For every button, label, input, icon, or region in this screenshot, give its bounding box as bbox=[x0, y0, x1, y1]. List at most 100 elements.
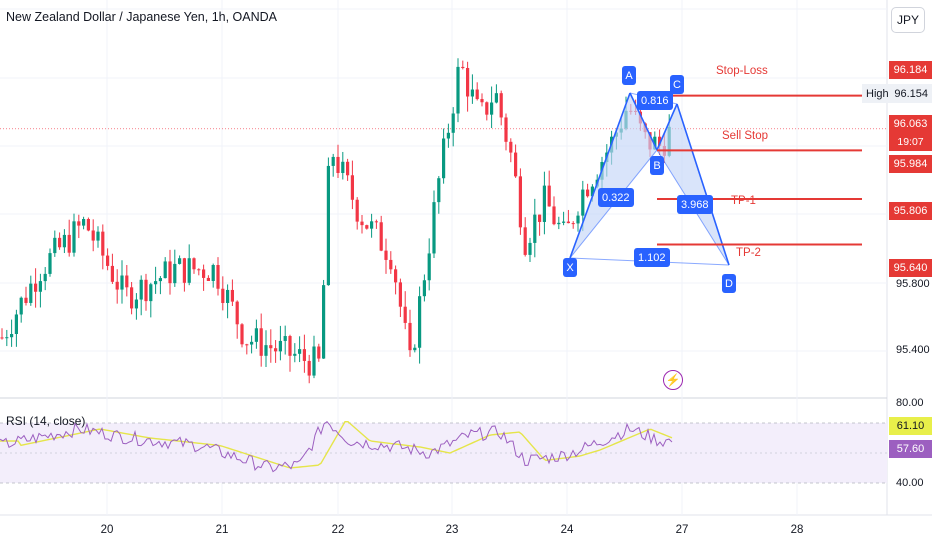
harmonic-pattern[interactable] bbox=[569, 92, 730, 266]
stop-loss-annotation[interactable]: Stop-Loss bbox=[716, 65, 768, 77]
sell-stop-annotation[interactable]: Sell Stop bbox=[722, 130, 769, 142]
candle-body bbox=[389, 259, 393, 270]
candle-body bbox=[235, 301, 239, 325]
candle-body bbox=[254, 328, 258, 342]
time-tick: 27 bbox=[675, 524, 689, 536]
rsi-band bbox=[0, 423, 887, 483]
rsi-pane bbox=[0, 420, 887, 484]
ratio-bd-label[interactable]: 3.968 bbox=[677, 195, 713, 214]
current-price-label: 96.063 bbox=[889, 115, 932, 133]
price-tick: 95.400 bbox=[896, 344, 930, 356]
candle-body bbox=[432, 202, 436, 254]
candle-body bbox=[326, 165, 330, 286]
candle-body bbox=[571, 223, 575, 225]
candle-body bbox=[446, 132, 450, 139]
sell-stop-price-label: 95.984 bbox=[889, 155, 932, 173]
candle-body bbox=[173, 263, 177, 284]
candle-body bbox=[485, 102, 489, 115]
currency-button[interactable]: JPY bbox=[891, 7, 925, 33]
pattern-leg bbox=[569, 92, 631, 259]
candle-body bbox=[437, 178, 441, 203]
pattern-point-a[interactable]: A bbox=[622, 66, 636, 85]
candle-body bbox=[403, 306, 407, 323]
rsi-indicator-label[interactable]: RSI (14, close) bbox=[6, 414, 86, 428]
candle-body bbox=[187, 258, 191, 283]
candle-body bbox=[557, 222, 561, 225]
candle-body bbox=[240, 324, 244, 345]
candle-body bbox=[518, 176, 522, 228]
candle-body bbox=[283, 336, 287, 341]
candle-body bbox=[547, 185, 551, 207]
candle-body bbox=[115, 281, 119, 290]
pattern-leg bbox=[629, 92, 658, 151]
candle-body bbox=[202, 269, 206, 278]
time-tick: 21 bbox=[215, 524, 229, 536]
pattern-leg bbox=[656, 103, 678, 151]
candle-body bbox=[125, 275, 129, 288]
ratio-xb-label[interactable]: 0.322 bbox=[598, 188, 634, 207]
candle-body bbox=[43, 273, 47, 282]
lightning-icon[interactable]: ⚡ bbox=[663, 370, 683, 390]
candle-body bbox=[91, 230, 95, 241]
candle-body bbox=[504, 117, 508, 142]
pattern-point-b[interactable]: B bbox=[650, 156, 664, 175]
candle-body bbox=[317, 346, 321, 359]
candle-body bbox=[168, 261, 172, 284]
candle-body bbox=[154, 281, 158, 285]
candle-body bbox=[461, 66, 465, 68]
candle-body bbox=[480, 99, 484, 103]
candle-body bbox=[259, 328, 263, 356]
candle-body bbox=[288, 336, 292, 356]
candle-body bbox=[72, 221, 76, 253]
candle-body bbox=[250, 341, 254, 345]
stop-loss-price-label: 96.184 bbox=[889, 61, 932, 79]
pattern-point-d[interactable]: D bbox=[722, 274, 736, 293]
candle-body bbox=[422, 280, 426, 297]
candle-body bbox=[370, 221, 374, 229]
pattern-point-c[interactable]: C bbox=[670, 75, 684, 94]
candle-body bbox=[130, 287, 134, 309]
tp1-annotation[interactable]: TP-1 bbox=[731, 195, 756, 207]
high-text: High bbox=[866, 87, 889, 100]
rsi-value-label: 57.60 bbox=[889, 440, 932, 458]
candle-body bbox=[48, 253, 52, 274]
symbol-title[interactable]: New Zealand Dollar / Japanese Yen, 1h, O… bbox=[6, 10, 277, 24]
candle-body bbox=[538, 214, 542, 222]
candle-body bbox=[394, 269, 398, 283]
candle-body bbox=[658, 136, 662, 146]
candle-body bbox=[144, 279, 148, 302]
candle-body bbox=[134, 299, 138, 309]
candle-body bbox=[653, 136, 657, 150]
candle-body bbox=[533, 214, 537, 243]
candle-body bbox=[192, 258, 196, 270]
rsi-level-40: 40.00 bbox=[896, 477, 924, 489]
pattern-xab-fill bbox=[570, 93, 657, 258]
tp2-annotation[interactable]: TP-2 bbox=[736, 247, 761, 259]
rsi-ma-value-label: 61.10 bbox=[889, 417, 932, 435]
candle-body bbox=[77, 221, 81, 226]
pattern-point-x[interactable]: X bbox=[563, 258, 577, 277]
ratio-ac-label[interactable]: 0.816 bbox=[637, 91, 673, 110]
candle-body bbox=[312, 346, 316, 376]
time-tick: 20 bbox=[100, 524, 114, 536]
candle-body bbox=[86, 219, 90, 231]
candle-body bbox=[365, 225, 369, 229]
tp2-price-label: 95.640 bbox=[889, 259, 932, 277]
candle-body bbox=[211, 265, 215, 282]
candle-body bbox=[163, 261, 167, 279]
candle-body bbox=[264, 345, 268, 356]
candle-body bbox=[355, 199, 359, 222]
candle-body bbox=[182, 258, 186, 283]
pattern-leg bbox=[676, 103, 730, 266]
candle-body bbox=[514, 152, 518, 177]
candle-body bbox=[298, 349, 302, 354]
candle-body bbox=[456, 66, 460, 114]
candle-body bbox=[38, 281, 42, 292]
candle-body bbox=[528, 242, 532, 255]
candle-body bbox=[466, 67, 470, 97]
candle-body bbox=[586, 189, 590, 197]
ratio-xd-label[interactable]: 1.102 bbox=[634, 248, 670, 267]
candle-body bbox=[101, 231, 105, 256]
candle-body bbox=[149, 284, 153, 302]
